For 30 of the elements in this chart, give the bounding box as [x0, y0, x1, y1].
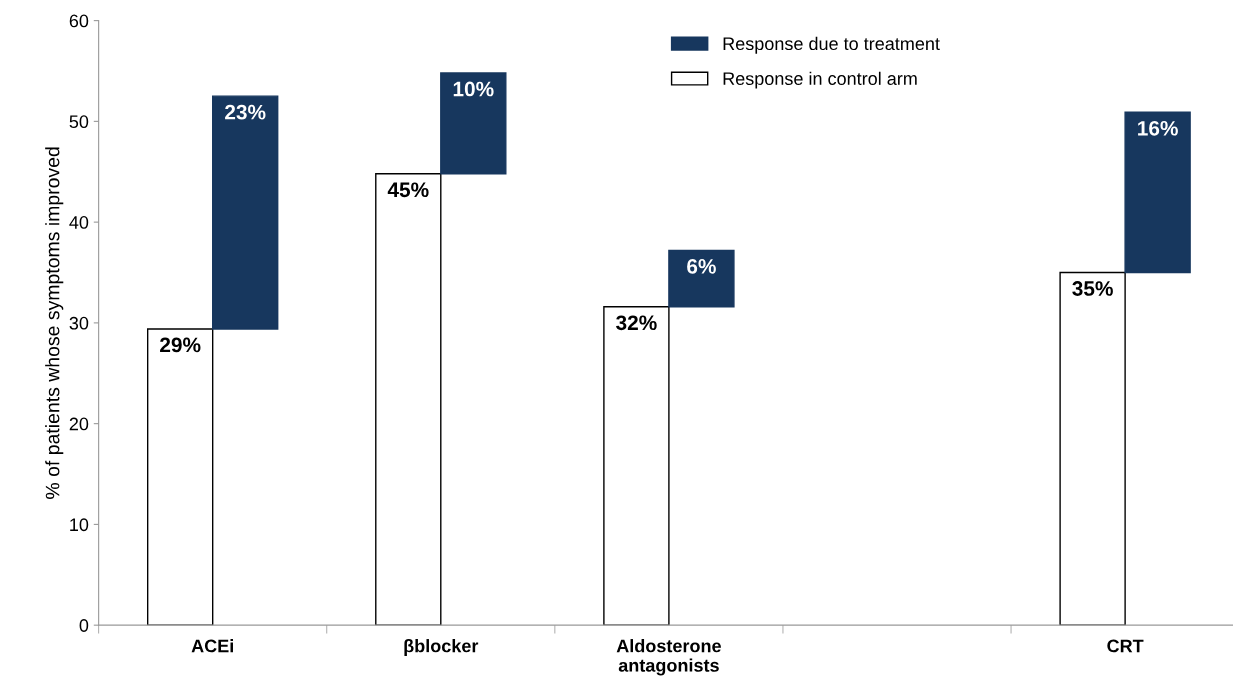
legend-label: Response due to treatment: [723, 36, 940, 54]
bar: [1124, 111, 1191, 274]
x-tick-label: ACEi: [191, 639, 233, 653]
x-tick-label: CRT: [1107, 639, 1144, 653]
y-axis-title: % of patients whose symptoms improved: [45, 147, 64, 499]
data-label: 23%: [225, 104, 266, 120]
legend-label: Response in control arm: [723, 71, 917, 89]
data-label: 10%: [453, 81, 494, 97]
bar: [146, 328, 214, 626]
bar: [603, 306, 670, 626]
bar: [375, 173, 442, 626]
data-label: 45%: [387, 182, 429, 198]
x-tick-label: Aldosterone antagonists: [616, 639, 721, 676]
y-tick-label: 50: [69, 115, 89, 129]
bar: [211, 95, 279, 330]
x-tick-label: βblocker: [404, 639, 479, 656]
y-tick-label: 20: [69, 417, 89, 431]
y-tick-label: 0: [79, 619, 89, 632]
bar: [668, 249, 735, 308]
y-tick-label: 30: [69, 316, 89, 330]
data-label: 6%: [687, 258, 716, 274]
data-label: 32%: [616, 315, 657, 331]
data-label: 16%: [1138, 120, 1178, 136]
data-label: 35%: [1072, 281, 1113, 296]
y-tick-label: 60: [69, 14, 89, 28]
y-tick-label: 10: [70, 518, 89, 532]
data-label: 29%: [160, 337, 201, 353]
bar: [440, 72, 507, 175]
y-tick-label: 40: [69, 216, 89, 229]
bar: [1059, 271, 1126, 626]
